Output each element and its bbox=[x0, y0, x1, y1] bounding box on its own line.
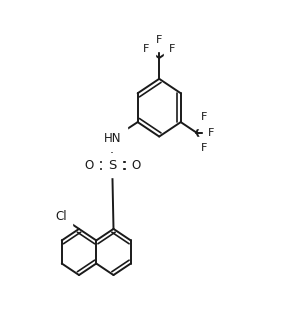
Text: S: S bbox=[108, 159, 116, 172]
Text: F: F bbox=[201, 143, 207, 153]
Text: F: F bbox=[169, 44, 176, 54]
Text: Cl: Cl bbox=[55, 210, 67, 223]
Text: O: O bbox=[84, 159, 93, 172]
Text: F: F bbox=[201, 112, 207, 122]
Text: HN: HN bbox=[103, 132, 121, 145]
Text: O: O bbox=[131, 159, 140, 172]
Text: F: F bbox=[156, 35, 162, 45]
Text: F: F bbox=[208, 128, 215, 138]
Text: F: F bbox=[143, 44, 149, 54]
